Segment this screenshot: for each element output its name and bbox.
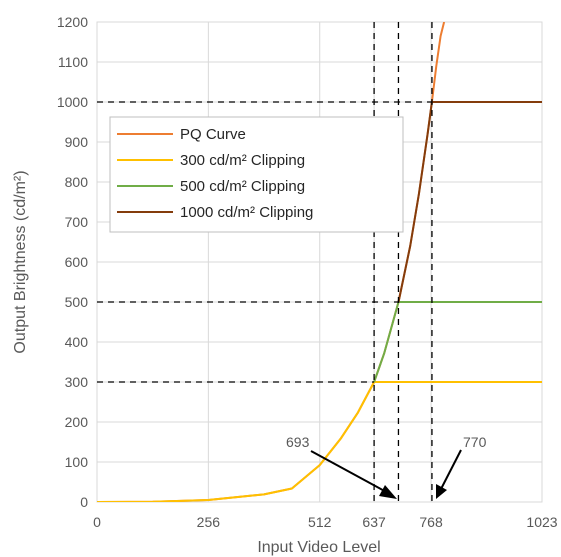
y-tick-label: 200 <box>65 414 89 430</box>
legend-label-500: 500 cd/m² Clipping <box>180 178 305 195</box>
x-tick-label: 637 <box>362 514 386 530</box>
annotation-770-arrow <box>440 449 462 490</box>
legend-label-1000: 1000 cd/m² Clipping <box>180 204 313 221</box>
x-tick-label: 512 <box>308 514 332 530</box>
y-tick-label: 1000 <box>57 94 88 110</box>
x-axis-label: Input Video Level <box>257 539 380 556</box>
y-tick-label: 0 <box>80 494 88 510</box>
annotation-770-label: 770 <box>463 434 487 450</box>
series-line-3 <box>397 101 542 303</box>
y-tick-label: 1200 <box>57 14 88 30</box>
y-tick-label: 700 <box>65 214 89 230</box>
y-tick-label: 800 <box>65 174 89 190</box>
x-tick-label: 1023 <box>526 514 557 530</box>
annotation-693-label: 693 <box>286 434 310 450</box>
annotation-770-arrowhead <box>436 484 447 499</box>
series-layer <box>97 22 542 502</box>
annotation-770: 770 <box>436 434 487 499</box>
series-line-2 <box>373 301 542 383</box>
x-tick-label: 768 <box>419 514 443 530</box>
series-line-1 <box>97 381 542 502</box>
legend-label-pq: PQ Curve <box>180 126 246 143</box>
annotation-693-arrow <box>310 450 391 495</box>
y-tick-label: 500 <box>65 294 89 310</box>
annotation-693-arrowhead <box>379 485 397 499</box>
legend: PQ Curve 300 cd/m² Clipping 500 cd/m² Cl… <box>109 116 404 233</box>
y-tick-label: 300 <box>65 374 89 390</box>
x-tick-label: 0 <box>93 514 101 530</box>
x-tick-label: 256 <box>197 514 221 530</box>
y-tick-label: 900 <box>65 134 89 150</box>
tick-labels: 0 100 200 300 400 500 600 700 800 900 1000 1100 1200… <box>57 14 558 530</box>
y-axis-label: Output Brightness (cd/m²) <box>12 170 29 353</box>
legend-label-300: 300 cd/m² Clipping <box>180 152 305 169</box>
plot-border <box>96 21 543 503</box>
y-tick-label: 100 <box>65 454 89 470</box>
y-tick-label: 1100 <box>58 54 88 70</box>
reference-lines <box>97 22 433 502</box>
y-tick-label: 400 <box>65 334 89 350</box>
y-tick-label: 600 <box>65 254 89 270</box>
annotation-693: 693 <box>286 434 397 499</box>
